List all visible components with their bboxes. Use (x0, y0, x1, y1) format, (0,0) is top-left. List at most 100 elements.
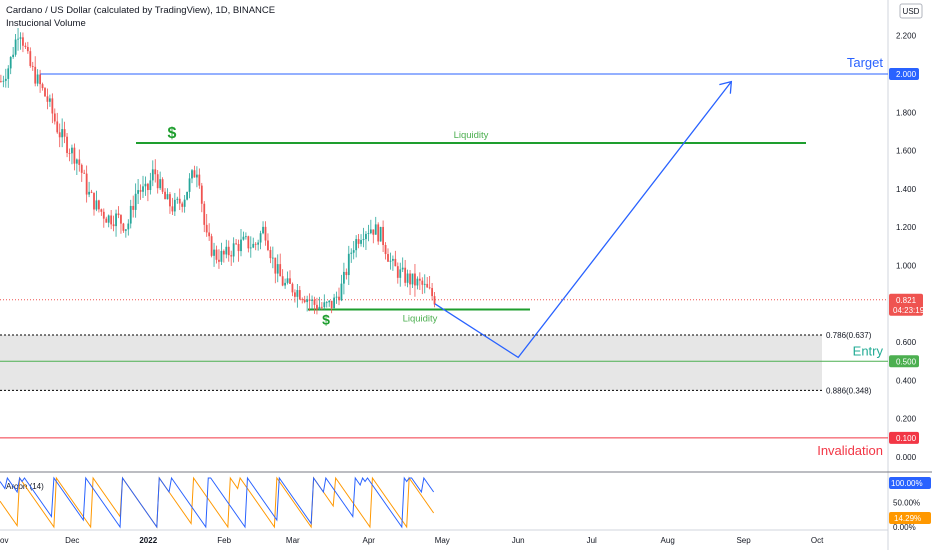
candle-body (120, 215, 122, 224)
candle-body (367, 233, 370, 234)
candle-body (110, 215, 113, 225)
candle-body (291, 283, 294, 293)
projection-arrowhead (719, 80, 733, 94)
currency-button[interactable] (899, 3, 923, 19)
candle-body (325, 302, 328, 304)
lower-liquidity-marker: $ (322, 312, 330, 328)
candle-body (210, 236, 213, 256)
fib-0886-label: 0.886(0.348) (826, 386, 872, 395)
target-badge-label: 2.000 (896, 70, 917, 79)
candle-body (205, 224, 208, 233)
candle-body (303, 299, 306, 303)
candle-body (142, 186, 144, 192)
candle-body (338, 296, 340, 301)
candle-body (41, 84, 44, 89)
candle-body (137, 190, 139, 194)
candle-body (34, 66, 37, 84)
candle-body (115, 213, 117, 227)
candle-body (360, 240, 362, 244)
candle-body (75, 159, 78, 164)
candle-body (24, 45, 27, 48)
candle-body (279, 264, 282, 277)
candle-body (347, 253, 350, 276)
aroon-tick-label: 50.00% (893, 499, 920, 508)
candle-body (294, 292, 296, 297)
candle-body (404, 267, 407, 283)
candle-body (387, 254, 389, 262)
candle-body (301, 299, 304, 300)
candle-body (218, 259, 220, 262)
candle-body (14, 39, 17, 55)
candle-body (19, 37, 22, 39)
candle-body (308, 299, 311, 301)
price-tick-label: 1.600 (896, 147, 917, 156)
candle-body (399, 269, 402, 278)
candle-body (78, 159, 81, 165)
candle-body (306, 299, 309, 303)
candle-body (105, 218, 108, 223)
candle-body (12, 54, 15, 58)
candle-body (222, 250, 225, 255)
candle-body (269, 250, 272, 259)
candle-body (36, 74, 39, 84)
candle-body (225, 246, 228, 255)
candle-body (428, 287, 431, 289)
candle-body (139, 190, 142, 192)
price-tick-label: 0.600 (896, 338, 917, 347)
candle-body (262, 226, 264, 234)
candle-body (200, 185, 203, 204)
aroon-down-line (0, 476, 435, 529)
candle-body (191, 170, 193, 179)
candle-body (433, 296, 436, 305)
candle-body (296, 290, 299, 297)
candle-body (259, 233, 262, 243)
candle-body (230, 255, 233, 257)
candle-body (144, 183, 147, 187)
chart-title: Cardano / US Dollar (calculated by Tradi… (6, 5, 276, 16)
candle-body (426, 283, 429, 288)
candle-body (159, 179, 162, 189)
candle-body (411, 273, 414, 285)
time-tick-label: Jun (512, 536, 525, 545)
invalidation-badge-label: 0.100 (896, 434, 917, 443)
candle-body (213, 249, 215, 256)
candle-body (166, 194, 169, 200)
candle-body (85, 173, 88, 195)
candle-body (237, 243, 240, 252)
candle-body (401, 267, 404, 270)
candle-body (377, 224, 380, 242)
target-badge (889, 68, 919, 80)
candle-body (46, 96, 49, 102)
time-tick-label: Aug (661, 536, 675, 545)
candle-body (188, 178, 191, 192)
candle-body (26, 47, 29, 52)
candle-body (49, 98, 51, 102)
candle-body (2, 80, 5, 82)
candle-body (90, 191, 93, 193)
candle-body (17, 38, 19, 40)
candle-body (249, 247, 252, 249)
candle-body (124, 229, 127, 231)
candle-body (345, 271, 348, 276)
candle-body (431, 288, 433, 297)
entry-badge-label: 0.500 (896, 357, 917, 366)
price-tick-label: 1.800 (896, 108, 917, 117)
candle-body (232, 243, 235, 257)
candle-body (215, 249, 218, 260)
indicator-label: Instucional Volume (6, 18, 86, 29)
candle-body (102, 211, 105, 219)
time-tick-label: 2022 (139, 536, 157, 545)
candle-body (39, 74, 41, 85)
candle-body (382, 226, 384, 246)
countdown-label: 04:23:19 (893, 306, 925, 315)
candle-body (416, 278, 419, 286)
candle-body (352, 250, 355, 253)
candle-body (227, 246, 230, 256)
candle-body (276, 264, 279, 274)
candle-body (161, 179, 164, 192)
time-tick-label: Apr (363, 536, 376, 545)
aroon-tick-label: 0.00% (893, 523, 916, 532)
candle-body (384, 245, 387, 255)
candle-body (66, 136, 68, 154)
